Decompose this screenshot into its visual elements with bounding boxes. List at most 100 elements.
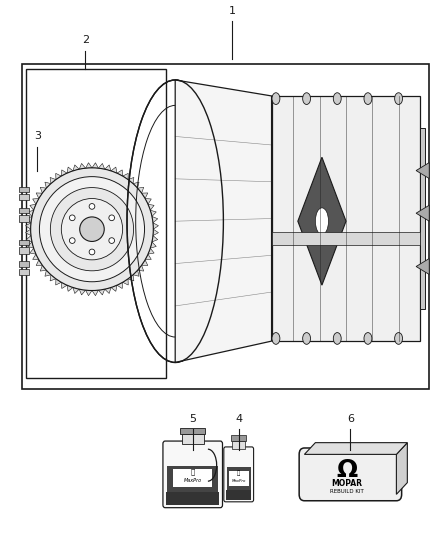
Bar bbox=[229, 471, 249, 486]
Ellipse shape bbox=[31, 168, 153, 290]
Ellipse shape bbox=[315, 208, 328, 235]
Text: Ⓜ: Ⓜ bbox=[237, 471, 240, 476]
Bar bbox=[420, 128, 425, 309]
Bar bbox=[19, 240, 29, 245]
Polygon shape bbox=[79, 289, 85, 295]
Polygon shape bbox=[56, 279, 61, 285]
Bar bbox=[272, 232, 420, 245]
Ellipse shape bbox=[80, 217, 104, 241]
Ellipse shape bbox=[364, 333, 372, 344]
Polygon shape bbox=[145, 198, 151, 204]
Polygon shape bbox=[67, 167, 73, 173]
Polygon shape bbox=[133, 270, 139, 276]
Bar bbox=[19, 187, 29, 192]
Text: Ⓜ: Ⓜ bbox=[191, 469, 195, 475]
Polygon shape bbox=[298, 157, 346, 285]
Ellipse shape bbox=[69, 238, 75, 244]
Text: MaxPro: MaxPro bbox=[184, 478, 202, 483]
Bar bbox=[182, 434, 204, 443]
FancyBboxPatch shape bbox=[299, 448, 402, 501]
Polygon shape bbox=[26, 236, 32, 242]
Polygon shape bbox=[33, 198, 39, 204]
Text: 2: 2 bbox=[82, 35, 89, 45]
Ellipse shape bbox=[50, 188, 134, 271]
Text: Ω: Ω bbox=[336, 458, 357, 482]
Ellipse shape bbox=[89, 249, 95, 255]
Polygon shape bbox=[396, 442, 407, 495]
Polygon shape bbox=[26, 216, 32, 223]
Polygon shape bbox=[25, 229, 31, 236]
Ellipse shape bbox=[333, 333, 341, 344]
Ellipse shape bbox=[69, 215, 75, 221]
Bar bbox=[226, 489, 251, 500]
Bar bbox=[19, 194, 29, 200]
Polygon shape bbox=[61, 170, 67, 176]
Bar bbox=[227, 467, 251, 489]
Polygon shape bbox=[304, 442, 407, 454]
Ellipse shape bbox=[303, 333, 311, 344]
Polygon shape bbox=[50, 274, 56, 281]
Polygon shape bbox=[111, 285, 117, 292]
Polygon shape bbox=[73, 287, 79, 294]
Polygon shape bbox=[150, 242, 156, 248]
Polygon shape bbox=[28, 210, 34, 216]
Text: 4: 4 bbox=[235, 414, 242, 424]
Polygon shape bbox=[141, 193, 148, 198]
Ellipse shape bbox=[333, 93, 341, 104]
Polygon shape bbox=[152, 236, 158, 242]
Text: REBUILD KIT: REBUILD KIT bbox=[330, 489, 364, 495]
Polygon shape bbox=[148, 248, 154, 254]
Bar bbox=[166, 491, 219, 505]
Polygon shape bbox=[152, 216, 158, 223]
Polygon shape bbox=[133, 182, 139, 188]
Polygon shape bbox=[105, 165, 111, 171]
Polygon shape bbox=[128, 274, 134, 281]
Polygon shape bbox=[138, 265, 144, 271]
Polygon shape bbox=[148, 204, 154, 210]
Polygon shape bbox=[79, 164, 85, 169]
Bar bbox=[19, 215, 29, 222]
Bar bbox=[272, 96, 420, 341]
Ellipse shape bbox=[61, 198, 123, 260]
Ellipse shape bbox=[109, 238, 115, 244]
Ellipse shape bbox=[89, 204, 95, 209]
Ellipse shape bbox=[39, 176, 145, 282]
Polygon shape bbox=[28, 242, 34, 248]
Polygon shape bbox=[67, 285, 73, 292]
Ellipse shape bbox=[303, 93, 311, 104]
Polygon shape bbox=[150, 210, 156, 216]
Polygon shape bbox=[25, 223, 31, 229]
Polygon shape bbox=[30, 248, 36, 254]
Bar bbox=[231, 435, 246, 440]
Polygon shape bbox=[128, 177, 134, 184]
Polygon shape bbox=[45, 270, 51, 276]
Polygon shape bbox=[123, 173, 128, 180]
Bar bbox=[19, 261, 29, 266]
Ellipse shape bbox=[272, 333, 280, 344]
Polygon shape bbox=[61, 282, 67, 288]
Polygon shape bbox=[56, 173, 61, 180]
Polygon shape bbox=[123, 279, 128, 285]
Polygon shape bbox=[105, 287, 111, 294]
Polygon shape bbox=[99, 289, 105, 295]
Bar bbox=[26, 69, 166, 378]
Ellipse shape bbox=[395, 333, 403, 344]
Polygon shape bbox=[138, 187, 144, 193]
Bar bbox=[232, 440, 245, 449]
Polygon shape bbox=[272, 96, 420, 139]
Polygon shape bbox=[117, 170, 123, 176]
Bar bbox=[19, 208, 29, 213]
Polygon shape bbox=[416, 205, 429, 221]
Ellipse shape bbox=[395, 93, 403, 104]
Polygon shape bbox=[73, 165, 79, 171]
Polygon shape bbox=[153, 229, 159, 236]
Polygon shape bbox=[153, 223, 159, 229]
Polygon shape bbox=[40, 265, 46, 271]
Polygon shape bbox=[36, 260, 42, 265]
Polygon shape bbox=[30, 204, 36, 210]
Bar bbox=[167, 466, 218, 491]
Polygon shape bbox=[36, 193, 42, 198]
Polygon shape bbox=[85, 290, 92, 296]
Polygon shape bbox=[117, 282, 123, 288]
Ellipse shape bbox=[109, 215, 115, 221]
